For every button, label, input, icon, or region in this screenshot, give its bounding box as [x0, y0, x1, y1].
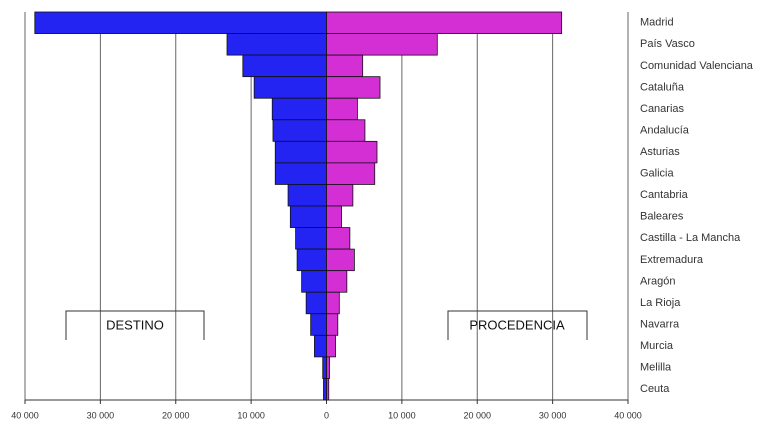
bar	[326, 248, 355, 272]
bar	[326, 184, 354, 207]
bar	[326, 378, 330, 401]
bar	[274, 140, 327, 164]
category-label: Extremadura	[640, 254, 704, 266]
bar	[326, 11, 563, 34]
bar	[326, 227, 351, 250]
destino-box	[65, 310, 205, 340]
bar	[305, 291, 327, 315]
bar	[326, 54, 364, 78]
x-tick-label: 20 000	[162, 410, 190, 420]
category-label: Murcia	[640, 340, 674, 352]
bar	[326, 334, 336, 358]
procedencia-box	[447, 310, 588, 340]
bar	[226, 33, 327, 56]
bar	[274, 162, 327, 185]
x-tick-label: 10 000	[388, 410, 416, 420]
bar	[326, 313, 339, 336]
bar	[301, 270, 327, 293]
series-label: PROCEDENCIA	[469, 317, 565, 332]
category-label: Cataluña	[640, 81, 685, 93]
category-label: Asturias	[640, 146, 680, 158]
category-label: Baleares	[640, 211, 684, 223]
bar	[253, 76, 327, 99]
x-tick-label: 40 000	[11, 410, 39, 420]
category-label: Ceuta	[640, 383, 670, 395]
bar	[326, 291, 340, 315]
x-tick-label: 30 000	[539, 410, 567, 420]
category-label: Madrid	[640, 17, 674, 29]
category-label: Cantabria	[640, 189, 689, 201]
bar	[296, 248, 327, 272]
x-tick-label: 0	[324, 410, 329, 420]
x-tick-label: 40 000	[614, 410, 642, 420]
category-label: Aragón	[640, 275, 675, 287]
category-label: Navarra	[640, 318, 680, 330]
bar	[314, 334, 327, 358]
category-label: Andalucía	[640, 124, 690, 136]
bar	[323, 378, 327, 401]
bar	[326, 97, 358, 121]
category-label: Castilla - La Mancha	[640, 232, 741, 244]
bar	[34, 11, 327, 34]
category-label: Galicia	[640, 168, 675, 180]
series-label: DESTINO	[106, 317, 164, 332]
bar	[322, 356, 327, 379]
x-tick-label: 30 000	[87, 410, 115, 420]
category-label: País Vasco	[640, 38, 695, 50]
bar	[271, 97, 327, 121]
bar	[326, 356, 330, 379]
bar	[326, 119, 366, 142]
category-label: Melilla	[640, 362, 672, 374]
category-label: La Rioja	[640, 297, 681, 309]
bar	[289, 205, 327, 228]
bar	[326, 33, 438, 56]
bar	[326, 205, 342, 228]
bar	[326, 162, 376, 185]
category-label: Comunidad Valenciana	[640, 60, 754, 72]
bar	[326, 270, 348, 293]
bar	[242, 54, 327, 78]
bar	[295, 227, 327, 250]
bar	[272, 119, 327, 142]
bar	[287, 184, 327, 207]
x-tick-label: 20 000	[463, 410, 491, 420]
bar	[326, 140, 378, 164]
bar	[326, 76, 381, 99]
x-tick-label: 10 000	[237, 410, 265, 420]
bar	[310, 313, 327, 336]
category-label: Canarias	[640, 103, 685, 115]
